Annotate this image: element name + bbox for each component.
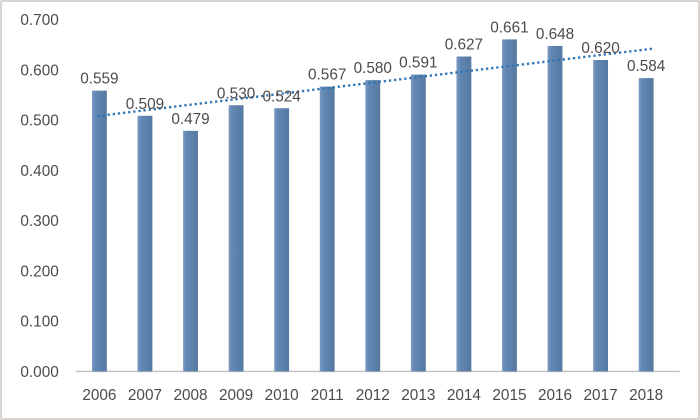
bar-value-label: 0.559 xyxy=(80,71,118,88)
bar-value-label: 0.580 xyxy=(354,60,392,77)
bar-value-label: 0.627 xyxy=(445,37,483,54)
bar-2016 xyxy=(547,45,563,372)
y-tick-label: 0.000 xyxy=(20,364,58,381)
bar-2015 xyxy=(502,39,517,372)
x-axis-label: 2015 xyxy=(492,387,526,404)
x-axis-label: 2018 xyxy=(629,387,663,404)
bar-2007 xyxy=(137,115,153,372)
bar-value-label: 0.530 xyxy=(217,85,255,102)
x-axis-label: 2013 xyxy=(401,387,435,404)
x-axis-label: 2006 xyxy=(82,387,116,404)
bar-value-label: 0.648 xyxy=(536,26,574,43)
bar-2006 xyxy=(91,90,107,372)
y-tick-label: 0.600 xyxy=(20,62,58,79)
bar-value-label: 0.584 xyxy=(627,58,666,75)
bar-2018 xyxy=(638,78,654,372)
y-tick-label: 0.700 xyxy=(20,12,58,29)
bar-value-label: 0.479 xyxy=(171,111,209,128)
bar-2014 xyxy=(456,56,472,372)
trendline xyxy=(97,47,654,118)
x-axis-label: 2008 xyxy=(173,387,207,404)
x-axis-label: 2007 xyxy=(128,387,162,404)
x-axis-label: 2014 xyxy=(447,387,482,404)
y-tick-label: 0.400 xyxy=(20,163,58,180)
x-axis-label: 2016 xyxy=(538,387,572,404)
bar-value-label: 0.620 xyxy=(581,40,619,57)
x-axis-label: 2017 xyxy=(584,387,618,404)
bar-value-label: 0.509 xyxy=(126,96,164,113)
x-axis-label: 2012 xyxy=(356,387,390,404)
bar-2011 xyxy=(319,86,335,372)
bar-2013 xyxy=(410,74,426,372)
y-tick-label: 0.100 xyxy=(20,314,58,331)
bar-value-label: 0.524 xyxy=(262,88,301,105)
bar-2010 xyxy=(274,108,290,372)
y-tick-label: 0.200 xyxy=(20,263,58,280)
bar-2012 xyxy=(365,80,381,372)
y-tick-label: 0.300 xyxy=(20,213,58,230)
bar-2008 xyxy=(183,130,198,372)
x-axis-label: 2009 xyxy=(219,387,253,404)
bar-2017 xyxy=(593,60,609,372)
bar-value-label: 0.567 xyxy=(308,67,346,84)
y-tick-label: 0.500 xyxy=(20,113,58,130)
x-axis-label: 2010 xyxy=(265,387,299,404)
x-axis-label: 2011 xyxy=(311,387,344,404)
bar-value-label: 0.661 xyxy=(490,19,528,36)
bar-2009 xyxy=(228,105,244,372)
bar-value-label: 0.591 xyxy=(399,55,437,72)
